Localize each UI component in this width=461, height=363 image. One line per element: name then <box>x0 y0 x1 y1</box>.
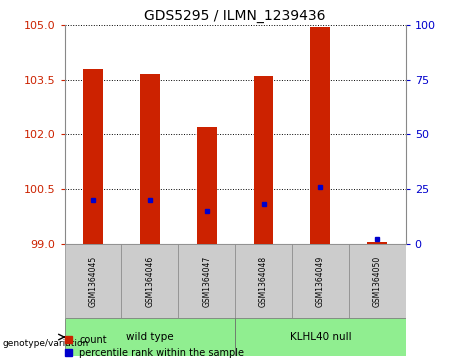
Text: GSM1364050: GSM1364050 <box>373 255 382 307</box>
Bar <box>121 244 178 318</box>
Text: genotype/variation: genotype/variation <box>2 339 89 347</box>
Text: GSM1364045: GSM1364045 <box>89 255 97 307</box>
Text: GSM1364047: GSM1364047 <box>202 255 211 307</box>
Text: GSM1364049: GSM1364049 <box>316 255 325 307</box>
Text: GSM1364046: GSM1364046 <box>145 255 154 307</box>
Bar <box>197 127 217 244</box>
Title: GDS5295 / ILMN_1239436: GDS5295 / ILMN_1239436 <box>144 9 326 23</box>
Text: wild type: wild type <box>126 332 174 342</box>
Bar <box>235 318 406 356</box>
Text: GSM1364048: GSM1364048 <box>259 256 268 306</box>
Bar <box>367 242 387 244</box>
Bar <box>83 69 103 244</box>
Bar <box>65 318 235 356</box>
Bar <box>254 76 273 244</box>
Bar <box>178 244 235 318</box>
Bar <box>140 74 160 244</box>
Bar <box>235 244 292 318</box>
Bar <box>65 244 121 318</box>
Text: KLHL40 null: KLHL40 null <box>290 332 351 342</box>
Bar <box>349 244 406 318</box>
Legend: count, percentile rank within the sample: count, percentile rank within the sample <box>65 335 244 358</box>
Bar <box>310 27 331 244</box>
Bar <box>292 244 349 318</box>
